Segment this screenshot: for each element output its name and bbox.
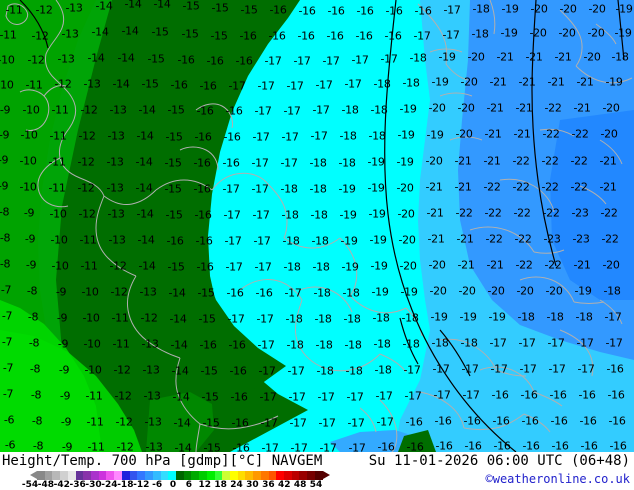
- color-scale-swatch: [191, 471, 200, 480]
- color-scale-swatch: [83, 471, 92, 480]
- color-scale-tick-label: 48: [293, 480, 307, 490]
- color-scale-swatch: [276, 471, 284, 480]
- color-scale-swatch: [67, 471, 76, 480]
- color-scale-tick-label: 12: [198, 480, 212, 490]
- color-scale-tick-label: -18: [117, 480, 134, 490]
- color-scale-swatch: [60, 471, 68, 480]
- temp-band-green-lower-centre: [146, 392, 214, 452]
- color-scale-tick-label: 54: [309, 480, 323, 490]
- color-scale-swatch: [214, 471, 223, 480]
- color-scale-tick-label: 18: [214, 480, 227, 490]
- color-scale-swatch: [245, 471, 254, 480]
- color-scale-swatch: [222, 471, 230, 480]
- weather-map[interactable]: -11 -12 -13 -14 -14 -14 -15 -15 -15 -16 -16 -16 -16-…: [0, 0, 634, 452]
- color-scale-bar: [30, 471, 330, 480]
- color-scale-swatch: [75, 471, 84, 480]
- copyright-link[interactable]: ©weatheronline.co.uk: [485, 472, 631, 486]
- color-scale-labels: -54 -48 -42 -36 -30 -24 -18 -12 -6 0 6 12 18 24 30 36 42…: [22, 480, 322, 490]
- color-scale-swatch: [145, 471, 153, 480]
- color-scale-tick-label: -30: [85, 480, 102, 490]
- color-scale-tick-label: -6: [152, 480, 163, 490]
- coastline-layer: [5, 0, 633, 452]
- color-scale-swatch: [260, 471, 269, 480]
- color-scale-swatch: [307, 471, 315, 480]
- color-scale-max-cap: [322, 471, 330, 479]
- color-scale-tick-label: 30: [246, 480, 259, 490]
- color-scale-swatch: [114, 471, 122, 480]
- color-scale-tick-label: -48: [37, 480, 55, 490]
- temp-band-bright-green-sw2: [0, 300, 102, 452]
- color-scale-tick-label: -36: [69, 480, 86, 490]
- temp-band-blue-pocket-centre: [339, 446, 404, 452]
- temp-band-blue-pocket: [533, 0, 600, 90]
- color-scale-tick-label: -24: [101, 480, 118, 490]
- temp-band-deep-blue: [550, 110, 634, 300]
- color-scale-swatch: [206, 471, 215, 480]
- color-scale-swatch: [175, 471, 184, 480]
- color-scale-swatch: [253, 471, 261, 480]
- color-scale-swatch: [52, 471, 61, 480]
- color-scale-swatch: [37, 471, 45, 480]
- color-scale-tick-label: 42: [277, 480, 291, 490]
- color-scale-swatch: [183, 471, 192, 480]
- temp-band-green-br: [398, 430, 436, 452]
- color-scale-swatch: [129, 471, 138, 480]
- map-footer: Height/Temp. 700 hPa [gdmp][°C] NAVGEM S…: [0, 452, 634, 490]
- color-scale-swatch: [237, 471, 246, 480]
- color-scale-swatch: [44, 471, 53, 480]
- color-scale-swatch: [160, 471, 169, 480]
- color-scale-swatch: [284, 471, 292, 480]
- color-scale-tick-label: 6: [185, 480, 193, 490]
- color-scale-swatch: [121, 471, 130, 480]
- color-scale-swatch: [314, 471, 323, 480]
- valid-datetime: Su 11-01-2026 06:00 UTC (06+48): [368, 453, 630, 469]
- map-canvas: [0, 0, 634, 452]
- color-scale-tick-label: -42: [53, 480, 70, 490]
- color-scale-tick-label: 36: [262, 480, 275, 490]
- color-scale-swatch: [199, 471, 207, 480]
- temp-band-green-coast-arc: [64, 268, 286, 452]
- color-scale-swatch: [299, 471, 308, 480]
- color-scale: -54 -48 -42 -36 -30 -24 -18 -12 -6 0 6 12 18 24 30 36 42…: [22, 471, 330, 490]
- color-scale-swatch: [137, 471, 146, 480]
- color-scale-swatch: [98, 471, 107, 480]
- color-scale-swatch: [229, 471, 238, 480]
- color-scale-swatch: [168, 471, 176, 480]
- color-scale-swatch: [152, 471, 161, 480]
- color-scale-swatch: [91, 471, 99, 480]
- color-scale-tick-label: 0: [169, 480, 177, 490]
- color-scale-swatch: [106, 471, 115, 480]
- color-scale-tick-label: -12: [133, 480, 150, 490]
- color-scale-tick-label: 24: [230, 480, 243, 490]
- color-scale-tick-label: -54: [21, 480, 39, 490]
- map-title: Height/Temp. 700 hPa [gdmp][°C] NAVGEM: [2, 453, 323, 469]
- height-contour-layer: [19, 0, 625, 452]
- color-scale-swatch: [291, 471, 300, 480]
- color-scale-min-cap: [30, 471, 37, 479]
- color-scale-swatch: [268, 471, 277, 480]
